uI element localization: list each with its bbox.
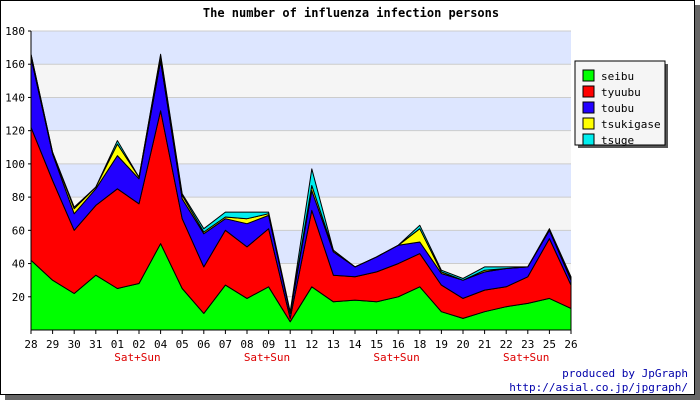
grid-band [31, 64, 571, 98]
x-tick-label: 31 [89, 338, 102, 351]
legend-swatch-toubu [582, 101, 595, 114]
x-tick-label: 01 [111, 338, 124, 351]
y-tick-label: 40 [12, 258, 25, 271]
x-tick-label: 02 [132, 338, 145, 351]
x-tick-label: 09 [262, 338, 275, 351]
x-tick-label: 22 [500, 338, 513, 351]
y-tick-label: 60 [12, 224, 25, 237]
grid-band [31, 31, 571, 65]
x-tick-label: 07 [219, 338, 232, 351]
chart-title: The number of influenza infection person… [203, 6, 499, 20]
legend-label-seibu: seibu [601, 70, 634, 83]
x-tick-label: 08 [240, 338, 253, 351]
y-tick-label: 20 [12, 291, 25, 304]
weekend-label: Sat+Sun [244, 351, 290, 364]
x-tick-label: 18 [413, 338, 426, 351]
legend-swatch-tsukigase [582, 117, 595, 130]
legend-swatch-tsuge [582, 133, 595, 146]
x-tick-label: 30 [68, 338, 81, 351]
x-tick-label: 19 [435, 338, 448, 351]
x-tick-label: 28 [24, 338, 37, 351]
legend-swatch-tyuubu [582, 85, 595, 98]
x-tick-label: 11 [284, 338, 297, 351]
x-tick-label: 26 [564, 338, 577, 351]
y-tick-label: 180 [5, 25, 25, 38]
legend: seibu tyuubu toubu tsukigase tsuge [574, 60, 668, 148]
series-area-tsuge [30, 53, 572, 314]
y-tick-label: 80 [12, 191, 25, 204]
y-tick-label: 120 [5, 125, 25, 138]
x-tick-label: 06 [197, 338, 210, 351]
weekend-label: Sat+Sun [503, 351, 549, 364]
legend-label-tsukigase: tsukigase [601, 118, 661, 131]
legend-label-tyuubu: tyuubu [601, 86, 641, 99]
y-tick-label: 140 [5, 91, 25, 104]
x-tick-label: 04 [154, 338, 168, 351]
x-tick-label: 05 [176, 338, 189, 351]
x-tick-label: 14 [348, 338, 362, 351]
legend-label-toubu: toubu [601, 102, 634, 115]
grid-band [31, 97, 571, 131]
x-axis: 28 29 30 31 01 02 04 05 06 07 08 09 11 12 13 14 15 16 18 19… [24, 329, 578, 364]
influenza-area-chart: The number of influenza infection person… [5, 6, 668, 364]
weekend-label: Sat+Sun [114, 351, 160, 364]
x-tick-label: 12 [305, 338, 318, 351]
x-tick-label: 21 [478, 338, 491, 351]
x-tick-label: 23 [521, 338, 534, 351]
x-tick-label: 20 [456, 338, 469, 351]
weekend-label: Sat+Sun [373, 351, 419, 364]
y-axis: 20 40 60 80 100 120 140 160 180 [5, 25, 32, 330]
credit-line-1: produced by JpGraph [562, 367, 688, 380]
legend-label-tsuge: tsuge [601, 134, 634, 147]
x-tick-label: 15 [370, 338, 383, 351]
x-tick-label: 13 [327, 338, 340, 351]
legend-swatch-seibu [582, 69, 595, 82]
x-tick-label: 16 [392, 338, 405, 351]
y-tick-label: 160 [5, 58, 25, 71]
x-tick-label: 25 [543, 338, 556, 351]
credit-line-2: http://asial.co.jp/jpgraph/ [509, 381, 688, 394]
x-tick-label: 29 [46, 338, 59, 351]
y-tick-label: 100 [5, 158, 25, 171]
